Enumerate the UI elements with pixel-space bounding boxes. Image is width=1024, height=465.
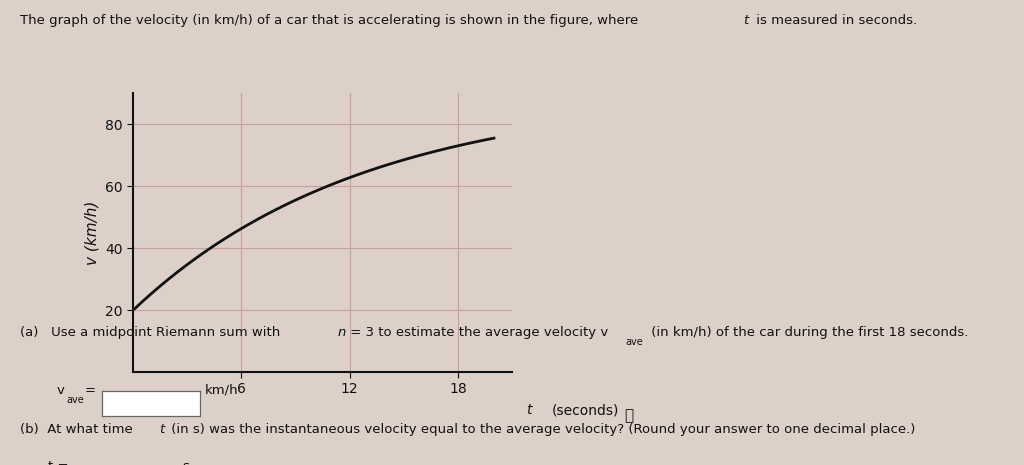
Text: is measured in seconds.: is measured in seconds. (752, 14, 916, 27)
Text: ⓘ: ⓘ (625, 408, 634, 423)
Text: = 3 to estimate the average velocity v: = 3 to estimate the average velocity v (346, 326, 608, 339)
Text: (in km/h) of the car during the first 18 seconds.: (in km/h) of the car during the first 18… (647, 326, 969, 339)
Text: s: s (182, 460, 189, 465)
Text: v: v (56, 384, 65, 397)
Text: The graph of the velocity (in km/h) of a car that is accelerating is shown in th: The graph of the velocity (in km/h) of a… (20, 14, 643, 27)
Text: (seconds): (seconds) (552, 403, 620, 417)
Text: (b)  At what time: (b) At what time (20, 423, 137, 436)
Text: (in s) was the instantaneous velocity equal to the average velocity? (Round your: (in s) was the instantaneous velocity eq… (167, 423, 915, 436)
Text: t: t (526, 403, 531, 417)
Text: km/h: km/h (205, 384, 239, 397)
Text: n: n (338, 326, 346, 339)
Text: =: = (85, 384, 96, 397)
Text: ave: ave (67, 395, 84, 405)
Y-axis label: v (km/h): v (km/h) (85, 200, 99, 265)
Text: ave: ave (626, 337, 643, 347)
Text: t: t (743, 14, 749, 27)
Text: t =: t = (48, 460, 69, 465)
Text: (a)   Use a midpoint Riemann sum with: (a) Use a midpoint Riemann sum with (20, 326, 285, 339)
Text: t: t (159, 423, 164, 436)
